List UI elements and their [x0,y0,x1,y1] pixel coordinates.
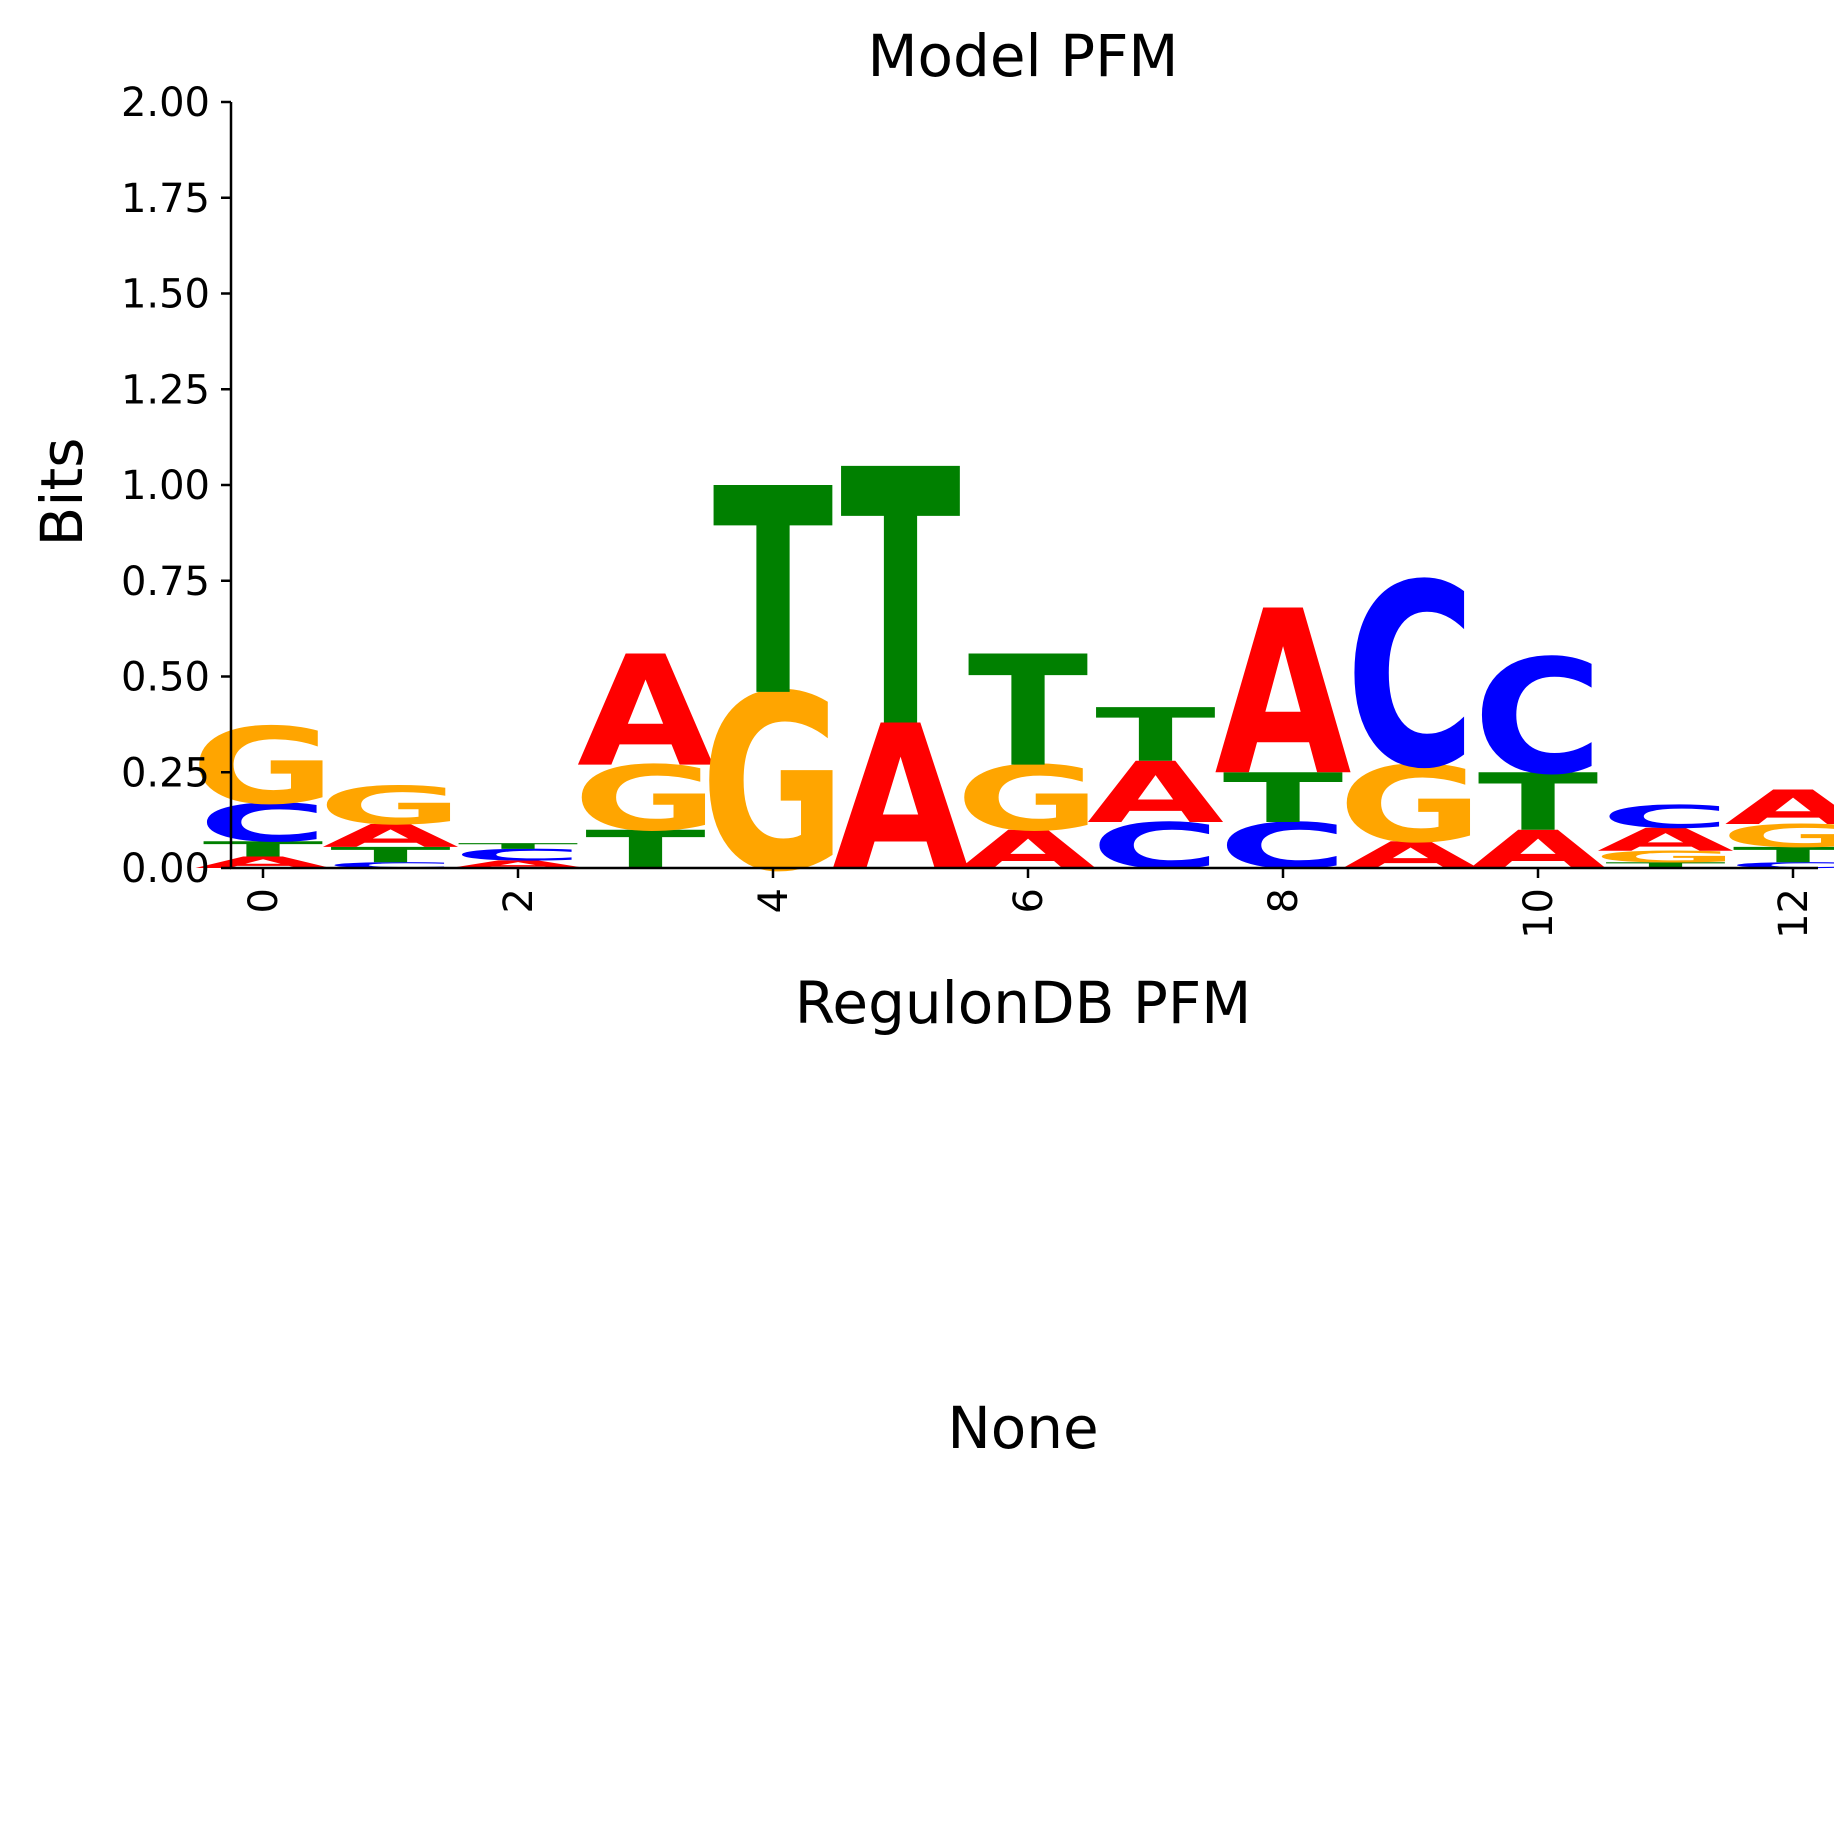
y-tick-label: 0.50 [121,655,210,701]
logo-letter-a-pos-3: A [577,623,714,800]
y-tick-label: 1.00 [121,463,210,509]
logo-letter-g-pos-0: G [190,706,335,828]
logo-letter-a-pos-11: A [1597,821,1734,858]
logo-letter-g-pos-3: G [573,747,718,851]
y-tick-label: 1.50 [121,272,210,318]
logo-letter-a-pos-12: A [1725,780,1834,835]
logo-letter-t-pos-12: T [1733,843,1834,868]
y-axis-label: Bits [28,438,96,547]
logo-letter-t-pos-11: T [1605,861,1726,870]
logo-letter-t-pos-0: T [203,837,324,862]
y-tick-label: 1.25 [121,367,210,413]
logo-letter-c-pos-2: C [453,846,583,864]
chart-title: Model PFM [868,22,1179,90]
bottom-panel-title: None [947,1394,1098,1462]
y-axis-ticks: 0.00 0.25 0.50 0.75 1.00 1.25 1.50 1.75 2.00 [121,80,231,892]
logo-letter-a-pos-7: A [1087,744,1224,842]
y-tick-label: 2.00 [121,80,210,126]
x-tick-label: 10 [1516,888,1562,939]
x-tick-label: 8 [1261,888,1307,913]
y-tick-label: 0.00 [121,846,210,892]
logo-letter-g-pos-6: G [955,747,1100,851]
logo-letter-a-pos-5: A [832,684,969,916]
logo-letter-g-pos-11: G [1593,848,1738,866]
logo-letter-t-pos-5: T [840,395,962,806]
x-tick-label: 6 [1006,888,1052,913]
logo-letter-g-pos-9: G [1338,744,1483,866]
logo-letter-a-pos-9: A [1342,834,1479,877]
x-tick-label: 4 [751,888,797,913]
logo-letter-g-pos-4: G [700,643,845,925]
logo-letter-t-pos-6: T [968,623,1089,800]
x-tick-label: 12 [1771,888,1817,939]
y-tick-label: 0.25 [121,750,210,796]
logo-letter-g-pos-1: G [318,775,463,836]
y-tick-label: 1.75 [121,176,210,222]
logo-letter-c-pos-0: C [198,792,328,853]
x-axis-label: RegulonDB PFM [795,969,1252,1037]
logo-letter-c-pos-11: C [1601,798,1731,835]
logo-letter-t-pos-4: T [713,429,834,759]
x-tick-label: 0 [241,888,287,913]
logo-letter-t-pos-8: T [1223,759,1344,838]
logo-letter-c-pos-1: C [326,861,456,870]
logo-letter-t-pos-10: T [1478,757,1599,849]
logo-letter-a-pos-1: A [322,818,459,855]
logo-letter-t-pos-2: T [458,842,579,851]
logo-letters: ATCGCTAGACTTGAGTATAGTCATCTAAGCATCTGACCTG… [190,395,1834,925]
logo-letter-a-pos-8: A [1215,563,1352,826]
x-tick-label: 2 [496,888,542,913]
logo-letter-t-pos-3: T [585,819,706,880]
y-tick-label: 0.75 [121,559,210,605]
logo-letter-c-pos-7: C [1091,810,1221,883]
logo-letter-c-pos-10: C [1473,627,1603,810]
logo-letter-c-pos-9: C [1346,532,1476,825]
x-axis-ticks: 024681012141618202224 [241,868,1817,939]
logo-letter-t-pos-1: T [330,843,451,868]
logo-letter-c-pos-12: C [1728,861,1834,870]
logo-letter-g-pos-12: G [1720,818,1834,855]
logo-letter-t-pos-7: T [1095,692,1216,778]
